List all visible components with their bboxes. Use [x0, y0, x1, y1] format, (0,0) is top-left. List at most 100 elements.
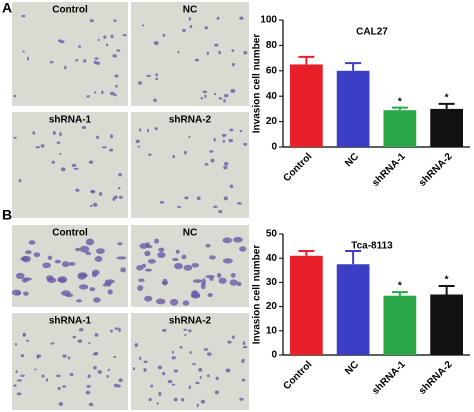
y-tick-label: 100 [260, 15, 277, 26]
cell [188, 135, 191, 138]
y-tick-label: 60 [266, 65, 278, 76]
cell [132, 367, 136, 371]
cell [120, 267, 126, 273]
cell [20, 256, 29, 262]
y-tick-label: 20 [266, 301, 278, 312]
cell [172, 257, 179, 262]
cell [222, 258, 233, 264]
cell [118, 328, 121, 332]
cell [203, 348, 209, 351]
cell [95, 248, 105, 254]
cell [57, 277, 62, 282]
cell [200, 97, 204, 100]
cell [218, 210, 223, 214]
cell [227, 340, 232, 344]
cell [223, 196, 228, 201]
y-tick-label: 10 [266, 325, 278, 336]
cell [51, 160, 56, 164]
x-tick-label: shRNA-2 [417, 151, 455, 189]
cell [206, 51, 209, 56]
cell [242, 341, 246, 346]
cell [147, 128, 150, 133]
cell [15, 370, 18, 374]
cell [139, 128, 142, 132]
cell [206, 374, 210, 378]
cell [236, 202, 242, 205]
cell [156, 402, 159, 405]
cell [88, 160, 94, 164]
cell [117, 384, 121, 388]
cell [192, 279, 203, 283]
cell [109, 91, 115, 96]
cell [154, 127, 158, 131]
cell [214, 93, 217, 96]
cell [14, 342, 18, 346]
cell [35, 146, 40, 149]
cell [59, 132, 62, 137]
cell [213, 205, 218, 208]
cell [144, 268, 152, 272]
cell [159, 201, 165, 204]
cell [33, 252, 41, 258]
bar [383, 110, 417, 147]
cell [75, 59, 79, 62]
cell [192, 363, 196, 366]
cell [112, 54, 118, 58]
cell [22, 332, 26, 337]
cell [231, 49, 235, 53]
cell [229, 128, 234, 132]
cell [222, 237, 233, 244]
cell [94, 351, 99, 356]
cell [214, 43, 219, 47]
cell [147, 259, 156, 264]
cell [242, 345, 248, 349]
bar [290, 64, 323, 147]
cell [13, 136, 17, 139]
cell [239, 16, 244, 20]
cell [78, 328, 84, 332]
cell [136, 265, 144, 271]
cell [146, 74, 151, 77]
cell [105, 43, 109, 47]
cell [213, 137, 216, 142]
micrograph [12, 2, 128, 106]
cell [153, 41, 159, 46]
cell [92, 202, 98, 207]
cell [215, 376, 219, 381]
cell [139, 243, 148, 249]
cell [183, 264, 193, 271]
cell [88, 342, 91, 345]
y-axis-label: Invasion cell number [252, 34, 263, 134]
cell [162, 371, 166, 376]
cell [62, 385, 67, 388]
cell [96, 61, 101, 65]
cell [26, 339, 29, 342]
cell [188, 385, 191, 390]
cell [59, 152, 62, 155]
cell [207, 352, 212, 356]
cell [77, 339, 83, 343]
cell [137, 285, 144, 291]
y-tick-label: 20 [266, 116, 278, 127]
image-label: shRNA-2 [169, 316, 212, 327]
cell [114, 74, 119, 78]
cell [144, 295, 153, 302]
cell [231, 62, 235, 67]
y-tick-label: 0 [271, 350, 277, 361]
cell [92, 366, 97, 370]
cell [218, 97, 223, 100]
cell [104, 279, 115, 284]
cell [98, 192, 103, 196]
bar [290, 255, 323, 355]
x-tick-label: shRNA-1 [370, 359, 408, 397]
cell [89, 287, 96, 292]
cell [241, 358, 246, 362]
cell [60, 290, 71, 296]
x-tick-label: Control [281, 359, 314, 392]
cell [225, 368, 231, 373]
cell [79, 245, 90, 253]
cell [110, 329, 113, 333]
cell [69, 372, 74, 376]
x-tick-label: NC [343, 359, 361, 377]
cell [188, 16, 191, 21]
